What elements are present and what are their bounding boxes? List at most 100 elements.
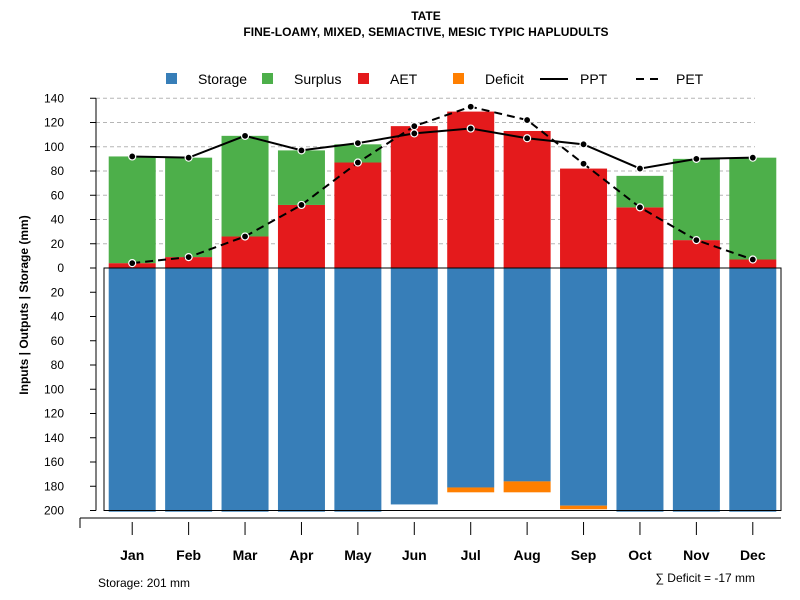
surplus-bar: [221, 135, 269, 237]
chart-title: TATE: [411, 9, 441, 23]
y-tick-label: 140: [44, 431, 64, 445]
lines: [128, 102, 757, 268]
deficit-annotation: ∑ Deficit = -17 mm: [655, 571, 755, 585]
storage-bar: [390, 268, 438, 505]
pet-line-point: [128, 259, 137, 268]
y-tick-label: 40: [51, 213, 65, 227]
storage-bar: [672, 268, 720, 512]
y-tick-label: 20: [51, 237, 65, 251]
pet-line-point: [184, 252, 193, 262]
storage-frame: [103, 267, 782, 511]
storage-bar: [616, 268, 664, 512]
storage-annotation: Storage: 201 mm: [98, 576, 190, 590]
pet-line-point: [297, 200, 306, 210]
legend-label-pet: PET: [676, 71, 704, 87]
legend-label-ppt: PPT: [580, 71, 608, 87]
y-tick-label: 160: [44, 455, 64, 469]
ppt-line-point: [128, 152, 137, 161]
legend-swatch-aet: [358, 73, 369, 84]
pet-line-point: [635, 203, 645, 212]
legend-label-deficit: Deficit: [485, 71, 524, 87]
pet-line-point: [410, 122, 419, 131]
y-tick-label: 100: [44, 382, 64, 396]
y-tick-label: 120: [44, 116, 64, 130]
aet-bar: [221, 236, 269, 268]
y-tick-label: 80: [51, 358, 65, 372]
legend-label-aet: AET: [390, 71, 418, 87]
deficit-bar: [503, 481, 551, 493]
y-tick-label: 180: [44, 479, 64, 493]
storage-bar: [560, 268, 608, 506]
legend-swatch-storage: [166, 73, 177, 84]
x-tick-label: Dec: [740, 547, 766, 563]
x-tick-label: Nov: [683, 547, 710, 563]
plot-frame: [103, 267, 782, 511]
y-tick-label: 120: [44, 407, 64, 421]
chart-subtitle: FINE-LOAMY, MIXED, SEMIACTIVE, MESIC TYP…: [243, 25, 608, 39]
pet-line-point: [353, 158, 362, 167]
x-tick-label: Aug: [514, 547, 541, 563]
y-axis: 1401201008060402002040608010012014016018…: [44, 91, 97, 518]
surplus-bar: [108, 156, 156, 264]
x-axis: Jan Feb Mar Apr May Jun Jul Aug Sep Oct Nov Dec: [79, 517, 781, 563]
aet-bar: [165, 257, 213, 268]
storage-bar: [447, 268, 495, 488]
storage-bar: [334, 268, 382, 512]
aet-bar: [447, 111, 495, 269]
ppt-line-point: [297, 146, 306, 155]
storage-bar: [277, 268, 325, 512]
y-tick-label: 60: [51, 334, 65, 348]
x-tick-label: May: [344, 547, 371, 563]
legend: Storage Surplus AET Deficit PPT PET: [166, 71, 704, 87]
y-tick-label: 200: [44, 504, 64, 518]
x-tick-label: Jan: [120, 547, 144, 563]
pet-line-point: [579, 159, 588, 168]
bars: [108, 111, 777, 512]
surplus-bar: [672, 158, 720, 241]
y-tick-label: 0: [57, 261, 64, 275]
pet-line-point: [748, 255, 757, 264]
ppt-line-point: [579, 140, 588, 149]
surplus-bar: [616, 175, 664, 208]
x-tick-label: Apr: [289, 547, 314, 563]
ppt-line-point: [523, 134, 532, 143]
aet-bar: [560, 168, 608, 268]
legend-label-surplus: Surplus: [294, 71, 341, 87]
surplus-bar: [334, 144, 382, 163]
aet-bar: [503, 130, 551, 268]
storage-bar: [108, 268, 156, 512]
storage-bar: [729, 268, 777, 512]
storage-bar: [503, 268, 551, 482]
aet-bar: [672, 240, 720, 268]
y-tick-label: 140: [44, 91, 64, 105]
y-tick-label: 60: [51, 188, 65, 202]
x-tick-label: Jun: [402, 547, 427, 563]
pet-line-point: [240, 232, 250, 241]
legend-label-storage: Storage: [198, 71, 247, 87]
legend-swatch-deficit: [453, 73, 464, 84]
ppt-line-point: [635, 164, 645, 173]
pet-line: [132, 105, 754, 265]
storage-bar: [221, 268, 269, 512]
ppt-line: [132, 127, 753, 170]
ppt-line-point: [410, 129, 419, 138]
y-tick-label: 40: [51, 310, 65, 324]
legend-swatch-surplus: [262, 73, 273, 84]
pet-line-point: [523, 115, 532, 125]
ppt-line-point: [466, 124, 475, 133]
pet-line-point: [466, 102, 475, 111]
deficit-bar: [447, 487, 495, 493]
surplus-bar: [165, 157, 213, 258]
aet-bar: [390, 126, 438, 268]
x-tick-label: Jul: [461, 547, 481, 563]
surplus-bar: [277, 150, 325, 205]
x-tick-label: Feb: [176, 547, 201, 563]
x-tick-label: Mar: [233, 547, 258, 563]
y-tick-label: 20: [51, 285, 65, 299]
ppt-line-point: [692, 154, 701, 163]
ppt-line-point: [353, 139, 362, 148]
y-tick-label: 80: [51, 164, 65, 178]
aet-bar: [277, 204, 325, 268]
ppt-line-point: [240, 131, 250, 140]
